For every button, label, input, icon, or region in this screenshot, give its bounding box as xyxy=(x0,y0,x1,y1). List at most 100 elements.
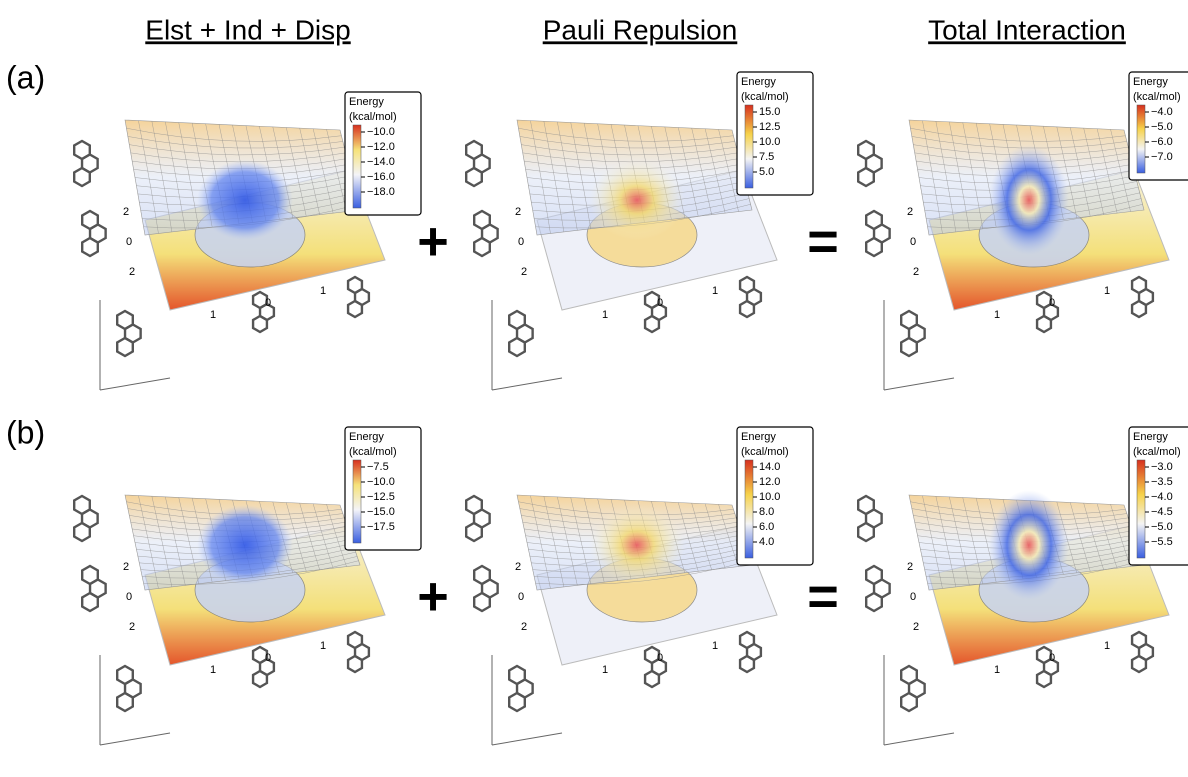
panel: 2 0 2 1 0 1 Energy (kcal/mol) 15.0 12.5 10.0 7.5 5.0 xyxy=(465,71,814,391)
colorbar-title: Energy xyxy=(1133,76,1168,88)
molecule-ring xyxy=(116,336,134,358)
molecule-ring xyxy=(643,669,661,689)
surface-feature xyxy=(989,490,1069,600)
colorbar xyxy=(744,459,754,559)
colorbar-tick-label: −12.5 xyxy=(367,491,395,503)
axis-arrows xyxy=(99,300,171,391)
colorbar-tick-label: 5.0 xyxy=(759,166,774,178)
colorbar-tick-label: 6.0 xyxy=(759,521,774,533)
colorbar-title: Energy xyxy=(349,96,384,108)
operator: + xyxy=(417,211,449,271)
colorbar-tick-label: −5.0 xyxy=(1151,121,1173,133)
axis-tick-label: 2 xyxy=(123,561,129,573)
column-title: Total Interaction xyxy=(928,14,1126,45)
colorbar-tick-label: 12.0 xyxy=(759,476,780,488)
axis-tick-label: 2 xyxy=(913,266,919,278)
molecule-ring xyxy=(73,166,91,188)
colorbar-tick-label: −15.0 xyxy=(367,506,395,518)
column-title: Pauli Repulsion xyxy=(543,14,738,45)
axis-arrows xyxy=(883,655,955,746)
colorbar-tick-label: −14.0 xyxy=(367,156,395,168)
molecule-ring xyxy=(508,336,526,358)
axis-tick-label: 2 xyxy=(521,621,527,633)
colorbar-tick-label: −6.0 xyxy=(1151,136,1173,148)
axis-tick-label: 0 xyxy=(265,652,271,664)
molecule-ring xyxy=(73,521,91,543)
molecule-ring xyxy=(465,166,483,188)
molecule-ring xyxy=(1130,299,1148,319)
colorbar-box xyxy=(736,71,814,196)
row-label: (b) xyxy=(6,414,45,450)
axis-tick-label: 0 xyxy=(657,652,663,664)
axis-tick-label: 2 xyxy=(129,266,135,278)
column-title: Elst + Ind + Disp xyxy=(145,14,350,45)
molecule-ring xyxy=(900,691,918,713)
axis-tick-label: 0 xyxy=(126,236,132,248)
panel: 2 0 2 1 0 1 Energy (kcal/mol) 14.0 12.0 10.0 8.0 6.0… xyxy=(465,426,814,746)
colorbar-unit: (kcal/mol) xyxy=(349,111,397,123)
axis-tick-label: 1 xyxy=(602,309,608,321)
colorbar-tick-label: 10.0 xyxy=(759,491,780,503)
axis-tick-label: 1 xyxy=(320,640,326,652)
axis-tick-label: 1 xyxy=(1104,285,1110,297)
axis-arrows xyxy=(99,655,171,746)
colorbar-box xyxy=(736,426,814,566)
colorbar-tick-label: 10.0 xyxy=(759,136,780,148)
operator: = xyxy=(807,211,839,271)
axis-tick-label: 2 xyxy=(129,621,135,633)
operator: = xyxy=(807,566,839,626)
colorbar-unit: (kcal/mol) xyxy=(741,91,789,103)
axis-tick-label: 0 xyxy=(1049,652,1055,664)
molecule-ring xyxy=(81,591,99,613)
colorbar-tick-label: −4.0 xyxy=(1151,106,1173,118)
colorbar xyxy=(744,104,754,189)
molecule-ring xyxy=(473,236,491,258)
molecule-ring xyxy=(643,314,661,334)
axis-tick-label: 2 xyxy=(907,206,913,218)
molecule-ring xyxy=(346,654,364,674)
molecule-ring xyxy=(900,336,918,358)
colorbar-unit: (kcal/mol) xyxy=(349,446,397,458)
axis-tick-label: 2 xyxy=(521,266,527,278)
axis-tick-label: 2 xyxy=(907,561,913,573)
molecule-ring xyxy=(81,236,99,258)
colorbar-title: Energy xyxy=(741,76,776,88)
axis-tick-label: 2 xyxy=(913,621,919,633)
panel: 2 0 2 1 0 1 Energy (kcal/mol) −10.0 −12.0 −14.0 −16… xyxy=(73,91,422,391)
colorbar-tick-label: −18.0 xyxy=(367,186,395,198)
axis-tick-label: 1 xyxy=(210,664,216,676)
axis-tick-label: 1 xyxy=(994,664,1000,676)
colorbar-tick-label: −5.0 xyxy=(1151,521,1173,533)
axis-tick-label: 0 xyxy=(910,236,916,248)
axis-tick-label: 1 xyxy=(712,640,718,652)
panel: 2 0 2 1 0 1 Energy (kcal/mol) −7.5 −10.0 −12.5 −15.… xyxy=(73,426,422,746)
axis-tick-label: 1 xyxy=(1104,640,1110,652)
surface-feature xyxy=(589,160,685,240)
molecule-ring xyxy=(251,669,269,689)
colorbar-tick-label: −4.5 xyxy=(1151,506,1173,518)
panel: 2 0 2 1 0 1 Energy (kcal/mol) −4.0 −5.0 −6.0 −7.0 xyxy=(857,71,1188,391)
molecule-ring xyxy=(1035,314,1053,334)
molecule-ring xyxy=(346,299,364,319)
axis-tick-label: 1 xyxy=(712,285,718,297)
colorbar-tick-label: 7.5 xyxy=(759,151,774,163)
surface-feature xyxy=(589,505,685,585)
molecule-ring xyxy=(865,236,883,258)
colorbar-tick-label: 14.0 xyxy=(759,461,780,473)
colorbar-tick-label: −5.5 xyxy=(1151,536,1173,548)
colorbar-tick-label: −7.5 xyxy=(367,461,389,473)
colorbar xyxy=(352,459,362,544)
colorbar-tick-label: 12.5 xyxy=(759,121,780,133)
colorbar-title: Energy xyxy=(741,431,776,443)
axis-tick-label: 0 xyxy=(518,591,524,603)
colorbar-tick-label: 4.0 xyxy=(759,536,774,548)
colorbar-tick-label: −3.5 xyxy=(1151,476,1173,488)
axis-arrows xyxy=(491,300,563,391)
axis-tick-label: 0 xyxy=(1049,297,1055,309)
operator: + xyxy=(417,566,449,626)
axis-arrows xyxy=(491,655,563,746)
panel: 2 0 2 1 0 1 Energy (kcal/mol) −3.0 −3.5 −4.0 −4.5 −5… xyxy=(857,426,1188,746)
molecule-ring xyxy=(738,654,756,674)
axis-tick-label: 2 xyxy=(515,206,521,218)
colorbar-box xyxy=(344,91,422,216)
